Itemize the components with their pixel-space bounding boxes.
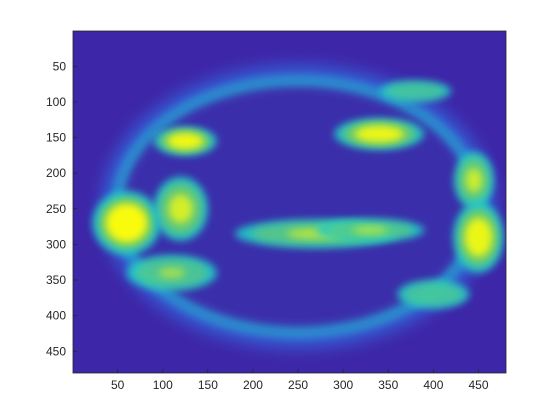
y-tick-label: 250: [46, 202, 66, 216]
x-tick-label: 300: [333, 378, 353, 392]
bright-region-6: [453, 201, 504, 273]
plot-area: [73, 31, 506, 373]
y-tick-label: 450: [46, 344, 66, 358]
y-tick-label: 150: [46, 131, 66, 145]
x-tick-label: 450: [468, 378, 488, 392]
bright-region-2: [334, 118, 425, 150]
bright-region-4: [92, 190, 161, 256]
axes-box: [72, 30, 507, 374]
y-tick-label: 100: [46, 95, 66, 109]
bright-regions: [92, 80, 504, 309]
x-tick-label: 100: [153, 378, 173, 392]
x-tick-label: 50: [111, 378, 125, 392]
bright-region-8: [316, 218, 425, 242]
y-tick-label: 200: [46, 166, 66, 180]
bright-region-3: [454, 151, 494, 209]
bright-region-10: [397, 280, 470, 309]
y-tick-label: 400: [46, 309, 66, 323]
bright-region-5: [153, 176, 208, 241]
x-axis: 50 100 150 200 250 300 350 400 450: [111, 369, 489, 392]
x-tick-label: 250: [288, 378, 308, 392]
y-axis: 50 100 150 200 250 300 350 400 450: [46, 59, 77, 358]
bright-region-9: [126, 255, 217, 291]
y-tick-label: 350: [46, 273, 66, 287]
x-tick-label: 150: [198, 378, 218, 392]
y-tick-label: 50: [53, 59, 67, 73]
x-tick-label: 350: [378, 378, 398, 392]
x-tick-label: 400: [423, 378, 443, 392]
y-tick-label: 300: [46, 237, 66, 251]
x-tick-label: 200: [243, 378, 263, 392]
bright-region-1: [153, 126, 217, 156]
bright-region-11: [379, 80, 452, 102]
